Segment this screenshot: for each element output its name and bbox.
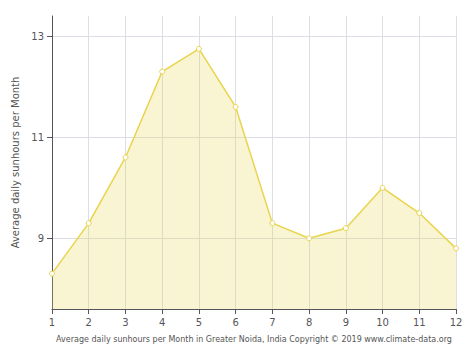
svg-text:Average daily sunhours per Mon: Average daily sunhours per Month in Grea… — [56, 335, 452, 344]
svg-text:8: 8 — [306, 317, 312, 328]
svg-text:3: 3 — [122, 317, 128, 328]
svg-text:5: 5 — [196, 317, 202, 328]
svg-text:12: 12 — [450, 317, 463, 328]
svg-text:6: 6 — [232, 317, 238, 328]
svg-text:9: 9 — [343, 317, 349, 328]
svg-text:9: 9 — [38, 233, 44, 244]
svg-text:2: 2 — [86, 317, 92, 328]
svg-text:10: 10 — [376, 317, 389, 328]
svg-text:Average daily sunhours per Mon: Average daily sunhours per Month — [10, 77, 21, 249]
svg-text:13: 13 — [31, 31, 44, 42]
svg-text:1: 1 — [49, 317, 55, 328]
svg-text:11: 11 — [31, 132, 44, 143]
svg-text:4: 4 — [159, 317, 165, 328]
svg-text:7: 7 — [269, 317, 275, 328]
svg-text:11: 11 — [413, 317, 426, 328]
